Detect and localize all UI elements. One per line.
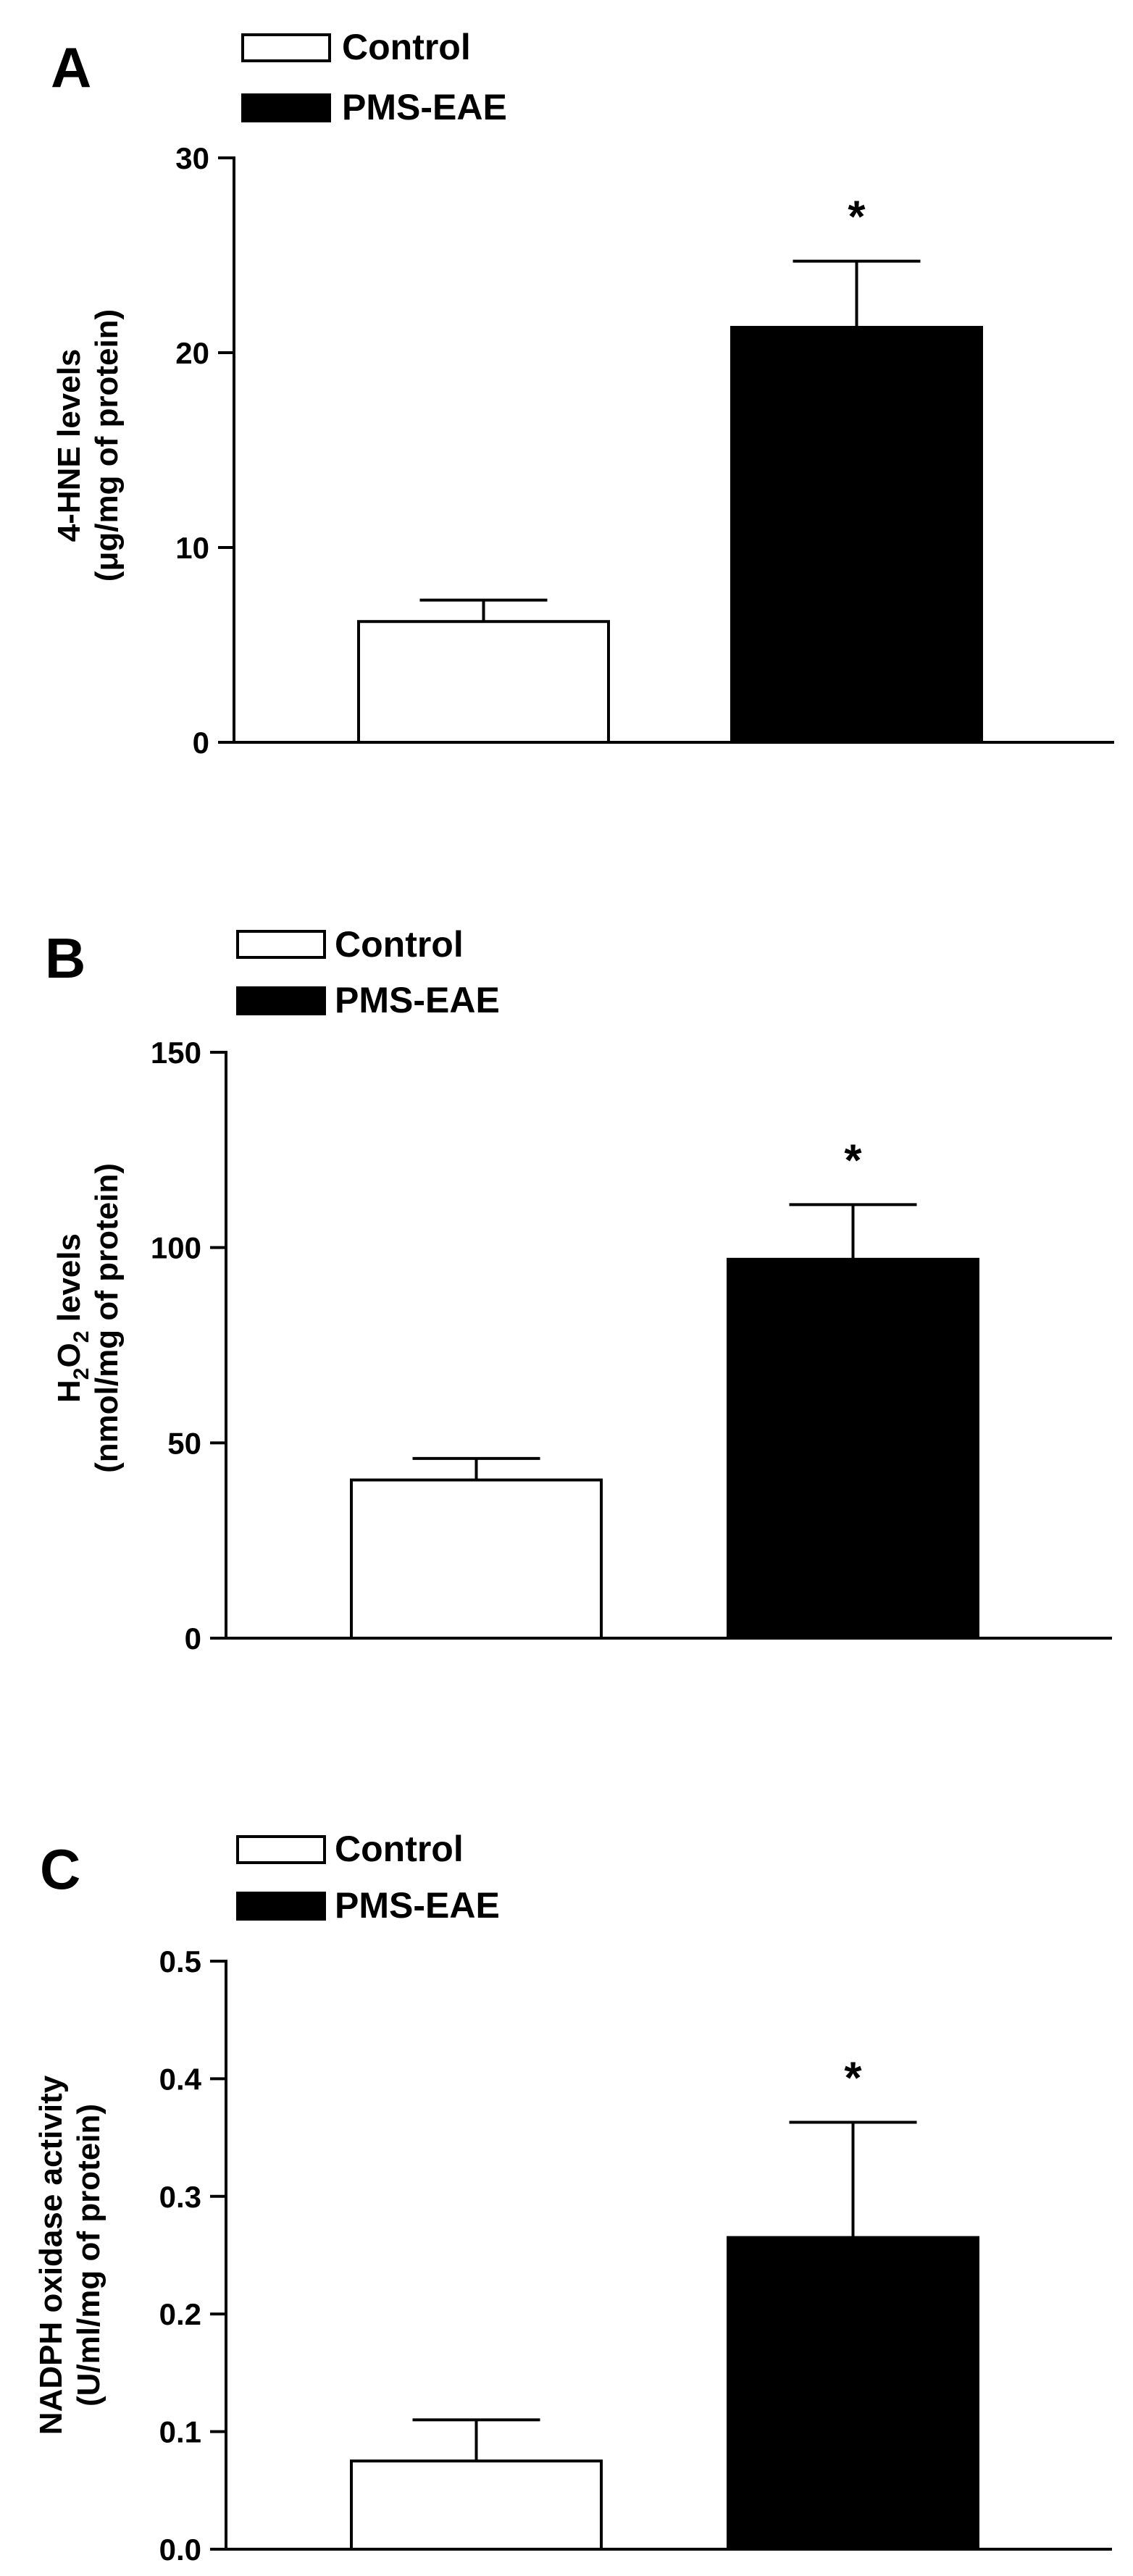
y-tick-label: 0.1 xyxy=(159,2415,201,2449)
y-tick-label: 150 xyxy=(151,1036,201,1070)
y-tick-label: 0 xyxy=(185,1621,201,1656)
bar-control xyxy=(350,2459,603,2551)
legend-control-label: Control xyxy=(342,27,471,67)
y-tick-label: 0.3 xyxy=(159,2180,201,2214)
significance-marker: * xyxy=(844,1136,862,1186)
legend-treated-label: PMS-EAE xyxy=(335,1885,500,1926)
legend-treated-swatch xyxy=(236,1892,326,1921)
legend-control-label: Control xyxy=(335,924,464,965)
panel-b: B Control PMS-EAE H2O2 levels (nmol/mg o… xyxy=(45,924,1112,1656)
significance-marker: * xyxy=(848,193,866,243)
legend-treated-label: PMS-EAE xyxy=(342,87,507,127)
y-tick-label: 20 xyxy=(175,336,209,370)
y-tick-label: 0.5 xyxy=(159,1944,201,1979)
panel-c: C Control PMS-EAE NADPH oxidase activity… xyxy=(33,1829,1112,2567)
y-tick-label: 50 xyxy=(167,1426,201,1460)
legend-control-label: Control xyxy=(335,1829,464,1869)
panel-c-letter: C xyxy=(40,1837,80,1901)
legend-treated-label: PMS-EAE xyxy=(335,980,500,1020)
bar-pms-eae xyxy=(727,2236,979,2551)
panel-b-letter: B xyxy=(45,926,85,990)
y-axis-label-c-line1: NADPH oxidase activity xyxy=(33,2075,69,2435)
panel-a: A Control PMS-EAE 4-HNE levels (μg/mg of… xyxy=(51,27,1114,760)
legend-control-swatch xyxy=(236,1835,326,1864)
y-tick-label: 0.4 xyxy=(159,2062,202,2096)
bar-control xyxy=(357,620,610,744)
y-tick-label: 30 xyxy=(175,141,209,175)
significance-marker: * xyxy=(844,2053,862,2103)
bar-pms-eae xyxy=(727,1257,979,1640)
bar-chart-a: 0 10 20 30 * xyxy=(175,141,1114,760)
y-tick-label: 0.0 xyxy=(159,2533,201,2567)
bar-pms-eae xyxy=(730,326,983,744)
y-tick-label: 100 xyxy=(151,1231,201,1265)
y-axis-label-b-line1: H2O2 levels xyxy=(51,1233,93,1403)
panel-a-letter: A xyxy=(51,35,91,99)
y-tick-label: 0.2 xyxy=(159,2297,201,2331)
legend-treated-swatch xyxy=(241,93,331,122)
y-axis-label-a-line2: (μg/mg of protein) xyxy=(89,309,125,582)
y-axis-label-a-line1: 4-HNE levels xyxy=(51,349,87,542)
bar-chart-c: 0.0 0.1 0.2 0.3 0.4 0.5 * xyxy=(159,1944,1112,2567)
y-tick-label: 10 xyxy=(175,531,209,565)
legend-control-swatch xyxy=(241,33,331,62)
y-axis-label-b-line2: (nmol/mg of protein) xyxy=(89,1163,125,1473)
y-axis-label-c-line2: (U/ml/mg of protein) xyxy=(71,2104,106,2407)
y-tick-label: 0 xyxy=(193,726,209,760)
bar-control xyxy=(350,1478,603,1640)
bar-chart-b: 0 50 100 150 * xyxy=(151,1036,1112,1656)
legend-treated-swatch xyxy=(236,986,326,1015)
legend-control-swatch xyxy=(236,930,326,959)
